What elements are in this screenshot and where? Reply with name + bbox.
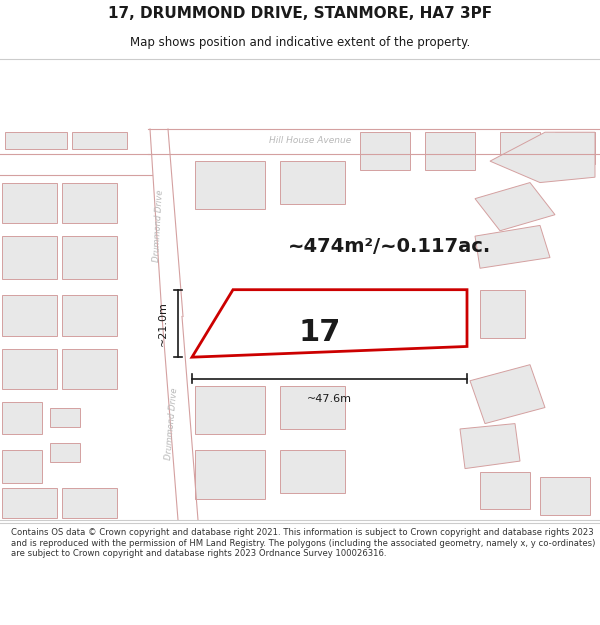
Polygon shape [460,424,520,469]
Text: Drummond Drive: Drummond Drive [152,189,164,262]
Polygon shape [195,386,265,434]
Polygon shape [50,408,80,427]
Polygon shape [72,132,127,149]
Polygon shape [2,236,57,279]
Polygon shape [192,290,467,357]
Text: Hill House Avenue: Hill House Avenue [269,136,351,145]
Polygon shape [280,161,345,204]
Polygon shape [195,161,265,209]
Text: ~47.6m: ~47.6m [307,394,352,404]
Polygon shape [62,182,117,223]
Polygon shape [2,182,57,223]
Text: Contains OS data © Crown copyright and database right 2021. This information is : Contains OS data © Crown copyright and d… [11,528,595,558]
Polygon shape [0,154,152,175]
Polygon shape [62,295,117,336]
Polygon shape [2,451,42,482]
Polygon shape [280,386,345,429]
Polygon shape [148,129,600,154]
Polygon shape [355,293,430,346]
Polygon shape [475,182,555,231]
Text: Map shows position and indicative extent of the property.: Map shows position and indicative extent… [130,36,470,49]
Polygon shape [150,129,183,316]
Polygon shape [555,132,595,164]
Polygon shape [5,132,67,149]
Polygon shape [195,451,265,499]
Polygon shape [480,472,530,509]
Text: ~474m²/~0.117ac.: ~474m²/~0.117ac. [289,238,491,256]
Polygon shape [540,477,590,514]
Polygon shape [2,349,57,389]
Polygon shape [162,316,198,520]
Polygon shape [2,488,57,518]
Polygon shape [2,402,42,434]
Text: Drummond Drive: Drummond Drive [164,387,179,460]
Polygon shape [490,132,595,182]
Polygon shape [50,443,80,462]
Polygon shape [480,290,525,338]
Polygon shape [62,349,117,389]
Text: 17, DRUMMOND DRIVE, STANMORE, HA7 3PF: 17, DRUMMOND DRIVE, STANMORE, HA7 3PF [108,6,492,21]
Polygon shape [470,364,545,424]
Polygon shape [425,132,475,170]
Polygon shape [360,132,410,170]
Polygon shape [475,226,550,268]
Text: 17: 17 [299,318,341,347]
Polygon shape [280,451,345,493]
Polygon shape [2,295,57,336]
Polygon shape [500,132,540,164]
Text: ~21.0m: ~21.0m [158,301,168,346]
Polygon shape [62,488,117,518]
Polygon shape [62,236,117,279]
